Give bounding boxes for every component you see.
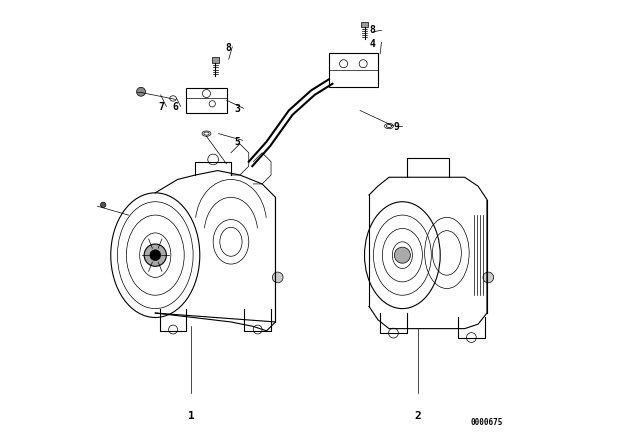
- Text: 8: 8: [226, 43, 232, 53]
- FancyBboxPatch shape: [212, 57, 220, 63]
- Text: 6: 6: [172, 102, 179, 112]
- Circle shape: [144, 244, 166, 266]
- Circle shape: [150, 250, 161, 260]
- Circle shape: [136, 87, 145, 96]
- Text: 9: 9: [394, 122, 399, 132]
- Text: 1: 1: [188, 411, 195, 421]
- FancyBboxPatch shape: [362, 22, 368, 27]
- Text: 5: 5: [235, 137, 241, 146]
- Text: 0000675: 0000675: [471, 418, 503, 426]
- Circle shape: [483, 272, 493, 283]
- Text: 7: 7: [158, 102, 164, 112]
- Text: 8: 8: [369, 26, 376, 35]
- Circle shape: [100, 202, 106, 207]
- Circle shape: [394, 247, 410, 263]
- Text: 3: 3: [235, 104, 241, 114]
- Text: 2: 2: [415, 411, 421, 421]
- Text: 4: 4: [369, 39, 376, 49]
- Circle shape: [273, 272, 283, 283]
